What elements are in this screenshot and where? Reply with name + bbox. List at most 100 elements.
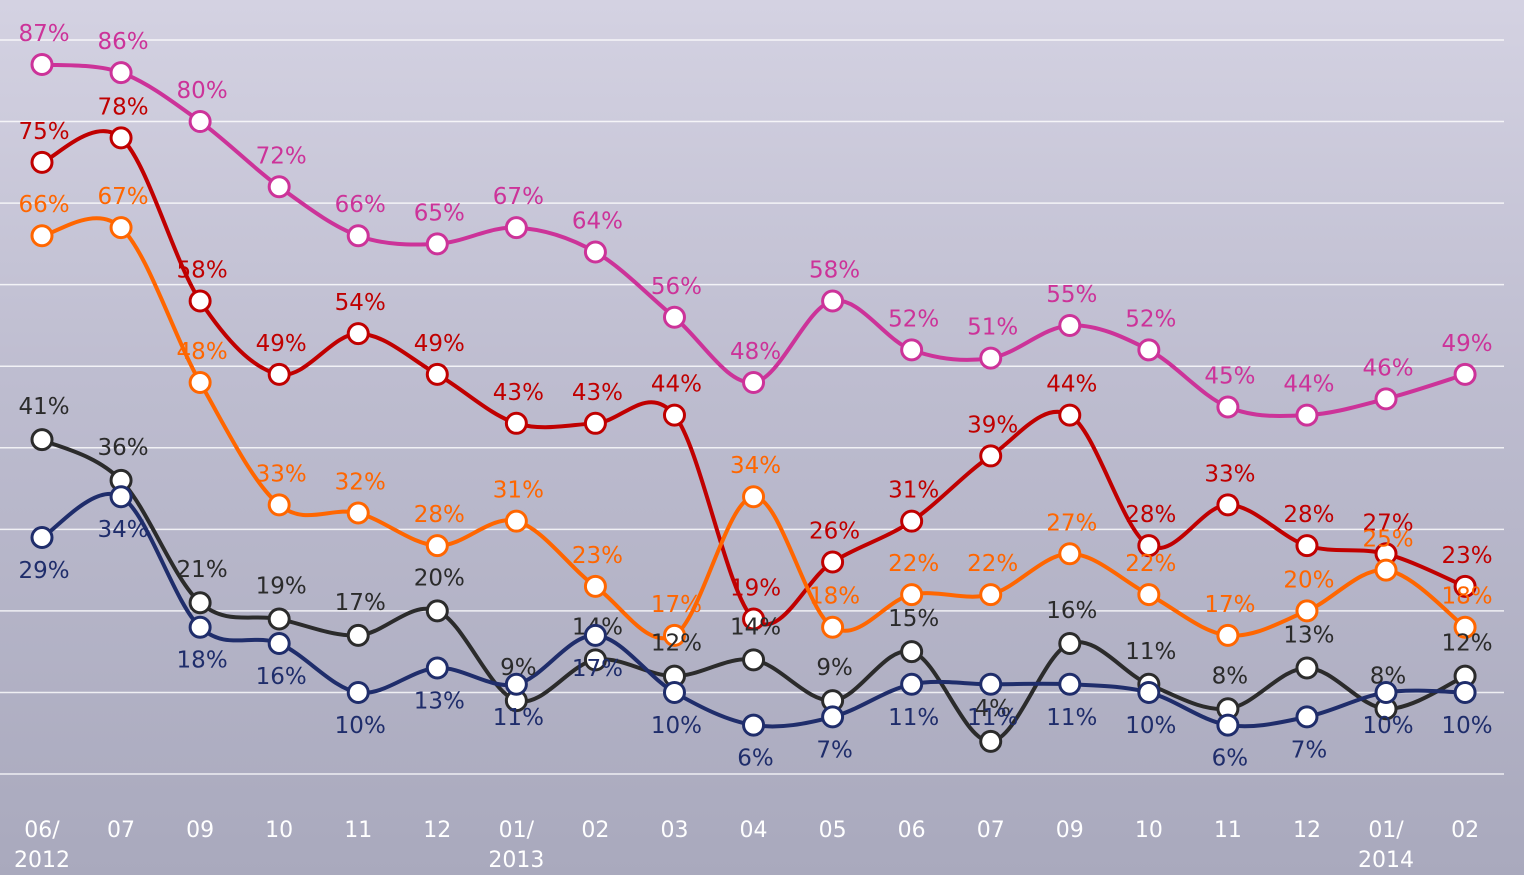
- data-label: 80%: [177, 78, 228, 104]
- data-label: 28%: [1283, 502, 1334, 528]
- x-tick-label: 06/2012: [14, 818, 70, 873]
- data-label: 55%: [1046, 282, 1097, 308]
- point-marker: [111, 63, 131, 83]
- point-marker: [585, 413, 605, 433]
- point-marker: [1297, 601, 1317, 621]
- point-marker: [190, 593, 210, 613]
- data-label: 28%: [1125, 502, 1176, 528]
- data-label: 43%: [493, 380, 544, 406]
- x-tick-label: 12: [1293, 818, 1321, 843]
- point-marker: [902, 674, 922, 694]
- point-marker: [1376, 682, 1396, 702]
- point-marker: [664, 307, 684, 327]
- data-label: 21%: [177, 557, 228, 583]
- data-label: 7%: [816, 737, 853, 763]
- data-label: 11%: [1046, 705, 1097, 731]
- point-marker: [902, 340, 922, 360]
- point-marker: [744, 650, 764, 670]
- point-marker: [1297, 707, 1317, 727]
- x-tick-label: 11: [344, 818, 372, 843]
- x-tick-label: 07: [107, 818, 135, 843]
- data-label: 10%: [335, 713, 386, 739]
- page: 06/2012070910111201/20130203040506070910…: [0, 0, 1524, 875]
- data-label: 49%: [256, 331, 307, 357]
- data-label: 67%: [493, 184, 544, 210]
- point-marker: [1139, 340, 1159, 360]
- point-marker: [981, 348, 1001, 368]
- point-marker: [348, 226, 368, 246]
- data-label: 23%: [1442, 543, 1493, 569]
- data-label: 54%: [335, 290, 386, 316]
- data-label: 11%: [1125, 639, 1176, 665]
- data-label: 45%: [1204, 364, 1255, 390]
- data-label: 12%: [1442, 631, 1493, 657]
- data-label: 12%: [651, 631, 702, 657]
- point-marker: [269, 495, 289, 515]
- point-marker: [1455, 682, 1475, 702]
- x-tick-label: 02: [1451, 818, 1479, 843]
- data-label: 86%: [97, 29, 148, 55]
- point-marker: [506, 413, 526, 433]
- data-label: 49%: [1442, 331, 1493, 357]
- data-label: 66%: [18, 192, 69, 218]
- point-marker: [190, 291, 210, 311]
- point-marker: [427, 364, 447, 384]
- data-label: 22%: [1125, 551, 1176, 577]
- point-marker: [1139, 585, 1159, 605]
- data-label: 31%: [493, 478, 544, 504]
- point-marker: [1218, 625, 1238, 645]
- data-label: 32%: [335, 470, 386, 496]
- data-label: 10%: [651, 713, 702, 739]
- point-marker: [1218, 495, 1238, 515]
- x-tick-label: 01/2013: [488, 818, 544, 873]
- point-marker: [111, 487, 131, 507]
- point-marker: [585, 242, 605, 262]
- data-label: 33%: [256, 461, 307, 487]
- data-label: 87%: [18, 21, 69, 47]
- point-marker: [1060, 315, 1080, 335]
- data-label: 67%: [97, 184, 148, 210]
- point-marker: [585, 576, 605, 596]
- x-tick-label: 12: [423, 818, 451, 843]
- point-marker: [823, 617, 843, 637]
- data-label: 43%: [572, 380, 623, 406]
- point-marker: [823, 707, 843, 727]
- point-marker: [1218, 397, 1238, 417]
- data-label: 16%: [1046, 598, 1097, 624]
- data-label: 7%: [1291, 737, 1328, 763]
- point-marker: [1060, 634, 1080, 654]
- point-marker: [1060, 405, 1080, 425]
- data-label: 23%: [572, 543, 623, 569]
- x-tick-label: 10: [1135, 818, 1163, 843]
- data-label: 44%: [1046, 372, 1097, 398]
- data-label: 52%: [1125, 306, 1176, 332]
- point-marker: [744, 373, 764, 393]
- point-marker: [981, 731, 1001, 751]
- data-label: 44%: [651, 372, 702, 398]
- point-marker: [269, 634, 289, 654]
- point-marker: [1060, 674, 1080, 694]
- point-marker: [269, 177, 289, 197]
- data-label: 36%: [97, 435, 148, 461]
- point-marker: [32, 54, 52, 74]
- x-tick-label: 09: [1056, 818, 1084, 843]
- data-label: 22%: [967, 551, 1018, 577]
- point-marker: [427, 601, 447, 621]
- data-label: 19%: [256, 574, 307, 600]
- data-label: 13%: [414, 688, 465, 714]
- data-label: 56%: [651, 274, 702, 300]
- data-label: 65%: [414, 200, 465, 226]
- data-label: 14%: [730, 614, 781, 640]
- point-marker: [823, 291, 843, 311]
- data-label: 75%: [18, 119, 69, 145]
- data-label: 26%: [809, 518, 860, 544]
- point-marker: [348, 625, 368, 645]
- data-label: 44%: [1283, 372, 1334, 398]
- x-tick-label: 07: [977, 818, 1005, 843]
- data-label: 48%: [177, 339, 228, 365]
- data-label: 27%: [1046, 510, 1097, 536]
- point-marker: [744, 715, 764, 735]
- data-label: 17%: [1204, 592, 1255, 618]
- point-marker: [1376, 560, 1396, 580]
- point-marker: [1139, 682, 1159, 702]
